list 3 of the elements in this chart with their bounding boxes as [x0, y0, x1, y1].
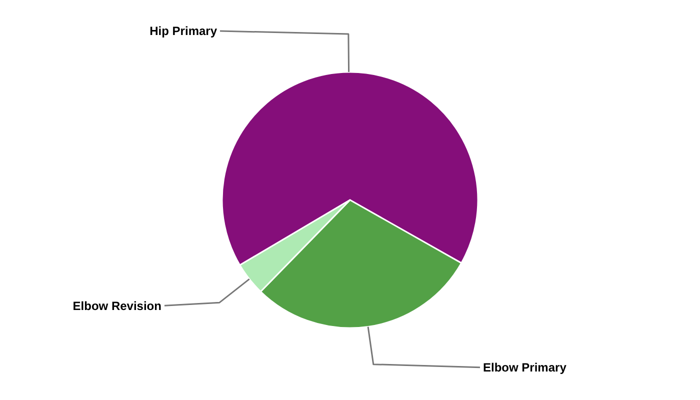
slice-label: Elbow Revision: [72, 298, 162, 313]
slice-label: Elbow Primary: [483, 360, 567, 375]
slice-label: Hip Primary: [150, 24, 218, 38]
